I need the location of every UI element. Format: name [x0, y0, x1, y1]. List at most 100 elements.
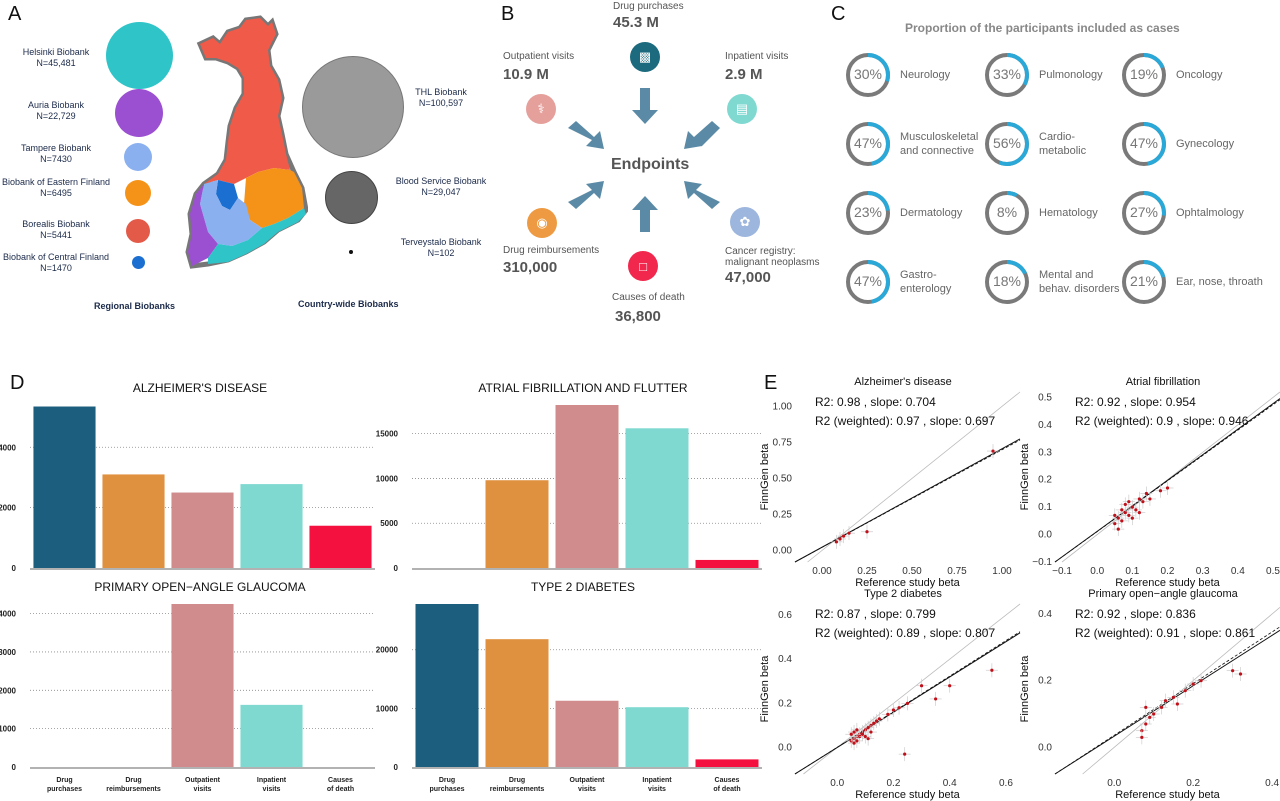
y-tick-label: 0	[394, 564, 399, 573]
y-tick-label: 0.0	[778, 743, 792, 754]
y-tick-label: 0.00	[773, 545, 793, 556]
x-tick-label: purchases	[429, 786, 464, 793]
y-tick-label: 4000	[0, 610, 17, 619]
donut-fill	[985, 191, 1029, 235]
donut-fill	[846, 260, 890, 304]
x-tick-label: 0.6	[999, 778, 1013, 789]
drug-reimbursements-title: Drug reimbursements	[503, 245, 600, 256]
x-tick-label: 0.1	[1125, 566, 1139, 577]
data-point	[1137, 511, 1141, 515]
biobank-label-helsinki: Helsinki Biobank N=45,481	[22, 47, 90, 68]
x-tick-label: 0.0	[830, 778, 844, 789]
pills-icon: ◉	[527, 208, 557, 238]
donut-category-label: Oncology	[1176, 69, 1223, 81]
scatter-title: Type 2 diabetes	[864, 588, 942, 600]
donut-percent: 19%	[1129, 66, 1159, 82]
y-tick-label: 10000	[376, 704, 399, 713]
data-point	[866, 726, 870, 730]
data-point	[847, 531, 851, 535]
bar	[240, 484, 303, 568]
donut-9	[846, 260, 890, 304]
panel-d-bar-charts: ALZHEIMER'S DISEASE 0 2000 4000 ATRIAL FIBRI…	[0, 381, 762, 793]
x-tick-label: 0.4	[1265, 778, 1279, 789]
stats-line-2: R2 (weighted): 0.89 , slope: 0.807	[815, 626, 995, 640]
bar-chart-0: ALZHEIMER'S DISEASE 0 2000 4000	[0, 381, 375, 573]
data-point	[1120, 508, 1124, 512]
donut-percent: 27%	[1129, 204, 1159, 220]
y-tick-label: 0.0	[1038, 530, 1052, 541]
x-tick-label: Causes	[328, 777, 353, 784]
map-region-tampere	[200, 180, 262, 246]
x-tick-label: 1.00	[992, 566, 1012, 577]
outpatient-visits-title: Outpatient visits	[503, 51, 575, 62]
biobank-label-tampere: Tampere Biobank N=7430	[20, 143, 92, 164]
bar	[695, 759, 759, 767]
donut-fill	[985, 53, 1029, 97]
panel-letter-d: D	[10, 372, 25, 394]
biobank-label-thl: THL Biobank N=100,597	[415, 87, 467, 108]
bar-chart-2: PRIMARY OPEN−ANGLE GLAUCOMA 0 1000 2000 3000…	[0, 580, 375, 793]
data-point	[1152, 712, 1156, 716]
scatter-plot-1: Atrial fibrillation −0.1 0.0 0.1 0.2 0.3 0.4 0.…	[1019, 376, 1280, 589]
data-point	[852, 730, 856, 734]
donut-category-label: Cardio-metabolic	[1039, 131, 1087, 157]
stats-line-2: R2 (weighted): 0.9 , slope: 0.946	[1075, 414, 1249, 428]
data-point	[990, 668, 994, 672]
x-tick-label: visits	[578, 786, 596, 793]
panel-letter-c: C	[831, 3, 846, 25]
y-tick-label: 15000	[376, 430, 399, 439]
map-region-helsinki	[208, 208, 306, 264]
data-point	[891, 708, 896, 712]
data-point	[1137, 497, 1141, 501]
x-tick-label: Drug	[509, 777, 525, 784]
y-tick-label: 1000	[0, 725, 17, 734]
data-point	[849, 732, 853, 736]
data-point	[842, 534, 846, 538]
y-tick-label: 0	[12, 763, 17, 772]
donut-category-label: Ophtalmology	[1176, 207, 1244, 219]
data-point	[860, 732, 865, 736]
x-tick-label: Drug	[439, 777, 455, 784]
data-point	[1191, 682, 1195, 686]
bar-chart-1: ATRIAL FIBRILLATION AND FLUTTER 0 5000 1000…	[376, 381, 762, 573]
bar	[555, 405, 619, 568]
causes-of-death-title: Causes of death	[612, 292, 685, 303]
x-tick-label: Outpatient	[185, 777, 221, 784]
data-point	[905, 701, 910, 705]
panel-c-title: Proportion of the participants included …	[905, 21, 1180, 35]
stats-line-1: R2: 0.98 , slope: 0.704	[815, 395, 936, 409]
x-tick-label: 0.0	[1090, 566, 1104, 577]
donut-8	[1122, 191, 1166, 235]
donut-5	[1122, 122, 1166, 166]
x-tick-label: 0.00	[812, 566, 832, 577]
donut-4	[985, 122, 1029, 166]
document-icon: □	[628, 251, 658, 281]
y-axis-label: FinnGen beta	[1019, 655, 1031, 723]
data-point	[874, 719, 879, 723]
inpatient-visits-title: Inpatient visits	[725, 51, 789, 62]
donut-category-label: Gynecology	[1176, 138, 1235, 150]
donut-percent: 47%	[853, 135, 883, 151]
data-point	[1127, 500, 1131, 504]
data-point	[1113, 522, 1117, 526]
bar	[625, 428, 689, 568]
x-tick-label: Outpatient	[570, 777, 606, 784]
biobank-label-borealis: Borealis Biobank N=5441	[22, 219, 90, 240]
donut-percent: 47%	[853, 273, 883, 289]
biobank-label-auria: Auria Biobank N=22,729	[27, 100, 85, 121]
y-tick-label: 0.50	[773, 473, 793, 484]
scatter-title: Alzheimer's disease	[854, 376, 951, 388]
arrow-from-outpatient	[568, 121, 604, 149]
regression-line	[1054, 629, 1280, 775]
x-tick-label: Inpatient	[642, 777, 672, 784]
ribbon-icon: ✿	[730, 207, 760, 237]
stats-line-1: R2: 0.92 , slope: 0.836	[1075, 607, 1196, 621]
donut-0	[846, 53, 890, 97]
y-tick-label: 0	[12, 564, 17, 573]
data-point	[934, 697, 938, 701]
arrow-from-reimbursements	[568, 181, 604, 209]
y-axis-label: FinnGen beta	[1019, 443, 1031, 511]
map-region-eastern	[244, 168, 304, 228]
y-tick-label: 0.2	[1038, 676, 1052, 687]
bar-chart-title: ALZHEIMER'S DISEASE	[133, 381, 267, 395]
